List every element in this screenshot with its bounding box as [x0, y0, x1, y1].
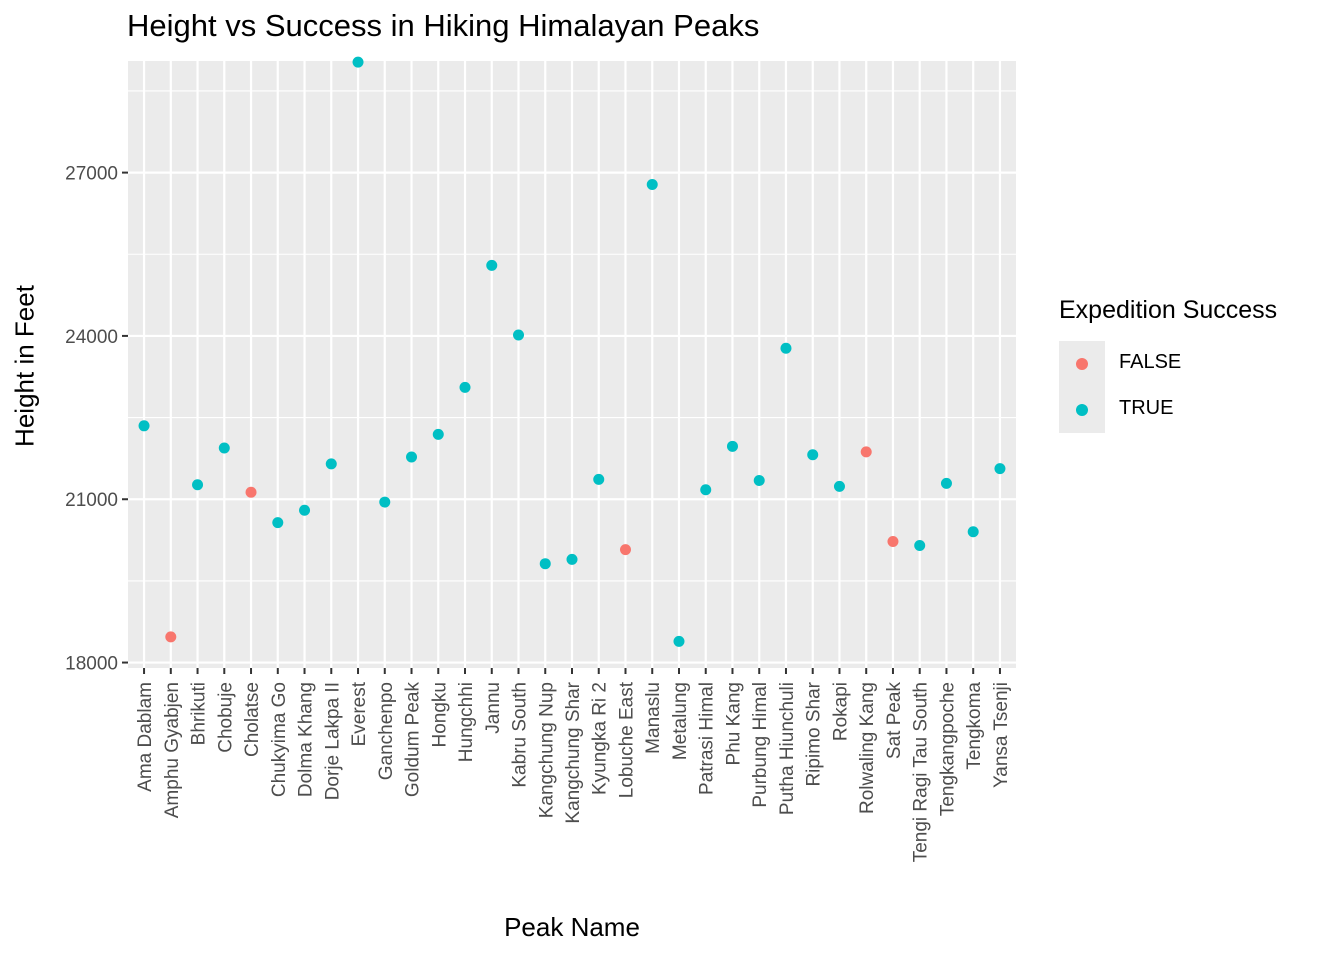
x-tick-label: Cholatse [242, 682, 263, 757]
x-tick-label: Dolma Khang [296, 682, 317, 797]
data-point [646, 179, 658, 191]
data-point [807, 449, 819, 461]
x-tick-label: Rolwaling Kang [857, 682, 878, 814]
x-tick-label: Jannu [483, 682, 504, 734]
x-tick-label: Phu Kang [723, 682, 744, 765]
x-tick-label: Lobuche East [616, 681, 637, 798]
data-point [138, 420, 150, 432]
major-gridlines [128, 61, 1016, 668]
data-point [192, 479, 204, 491]
x-tick-label: Metalung [670, 682, 691, 760]
data-point [994, 463, 1006, 475]
data-point [459, 381, 471, 393]
x-tick-label: Sat Peak [884, 682, 905, 760]
legend-item-true: TRUE [1059, 387, 1259, 433]
x-tick-label: Kangchung Nup [536, 682, 557, 818]
legend-label-true: TRUE [1119, 397, 1174, 419]
x-tick-label: Putha Hiunchuli [777, 682, 798, 815]
x-tick-label: Tengkangpoche [937, 682, 958, 816]
y-tick-label: 21000 [65, 490, 118, 511]
x-tick-label: Everest [349, 681, 370, 746]
data-point [780, 342, 792, 354]
data-point [299, 504, 311, 516]
data-point [619, 544, 631, 556]
data-point [406, 451, 418, 463]
data-point [379, 496, 391, 508]
data-point [673, 635, 685, 647]
legend-item-false: FALSE [1059, 341, 1259, 387]
data-point [486, 259, 498, 271]
data-point [272, 517, 284, 529]
x-tick-label: Manaslu [643, 682, 664, 754]
legend-dot-false [1076, 358, 1088, 370]
x-tick-label: Rokapi [830, 682, 851, 741]
y-axis: 18000 21000 24000 27000 [65, 164, 128, 675]
data-point [513, 329, 525, 341]
x-tick-label: Bhrikuti [189, 682, 210, 745]
legend-dot-true [1076, 404, 1088, 416]
x-axis-label: Peak Name [504, 912, 640, 942]
data-point [566, 553, 578, 565]
x-tick-label: Ripimo Shar [804, 681, 825, 786]
x-tick-label: Dorje Lakpa II [322, 682, 343, 800]
data-point [914, 539, 926, 551]
legend-key-background [1059, 341, 1105, 433]
data-point [753, 474, 765, 486]
x-tick-label: Amphu Gyabjen [162, 682, 183, 818]
data-point [700, 484, 712, 496]
data-point [325, 458, 337, 470]
x-tick-label: Kyungka Ri 2 [590, 682, 611, 795]
chart-title: Height vs Success in Hiking Himalayan Pe… [127, 8, 760, 43]
data-point [726, 440, 738, 452]
x-tick-label: Ganchenpo [376, 682, 397, 780]
data-point [245, 486, 257, 498]
data-point [218, 442, 230, 454]
x-tick-label: Goldum Peak [403, 682, 424, 798]
legend-title: Expedition Success [1059, 296, 1278, 324]
data-point [432, 428, 444, 440]
data-point [833, 480, 845, 492]
x-tick-label: Hongku [429, 682, 450, 748]
x-tick-label: Chukyima Go [269, 682, 290, 797]
y-tick-label: 27000 [65, 164, 118, 185]
y-axis-label: Height in Feet [9, 285, 40, 447]
data-point [887, 535, 899, 547]
data-points [138, 56, 1006, 647]
x-tick-label: Tengi Ragi Tau South [911, 682, 932, 862]
legend-label-false: FALSE [1119, 351, 1182, 373]
x-tick-label: Kangchung Shar [563, 681, 584, 823]
data-point [967, 526, 979, 538]
x-tick-label: Hungchhi [456, 682, 477, 762]
legend: Expedition Success FALSE TRUE [1059, 296, 1278, 433]
data-point [593, 473, 605, 485]
data-point [940, 477, 952, 489]
x-tick-label: Purbung Himal [750, 682, 771, 808]
x-tick-label: Kabru South [510, 682, 531, 788]
x-tick-label: Ama Dablam [135, 682, 156, 792]
y-tick-label: 24000 [65, 327, 118, 348]
data-point [539, 558, 551, 570]
x-tick-label: Tengkoma [964, 682, 985, 770]
x-tick-label: Chobuje [215, 682, 236, 753]
y-tick-label: 18000 [65, 654, 118, 675]
x-axis: Ama Dablam Amphu Gyabjen Bhrikuti Chobuje Ch… [135, 668, 1012, 862]
data-point [165, 631, 177, 643]
x-tick-label: Patrasi Himal [697, 682, 718, 795]
x-tick-label: Yansa Tsenji [991, 682, 1012, 788]
data-point [352, 56, 364, 68]
data-point [860, 446, 872, 458]
